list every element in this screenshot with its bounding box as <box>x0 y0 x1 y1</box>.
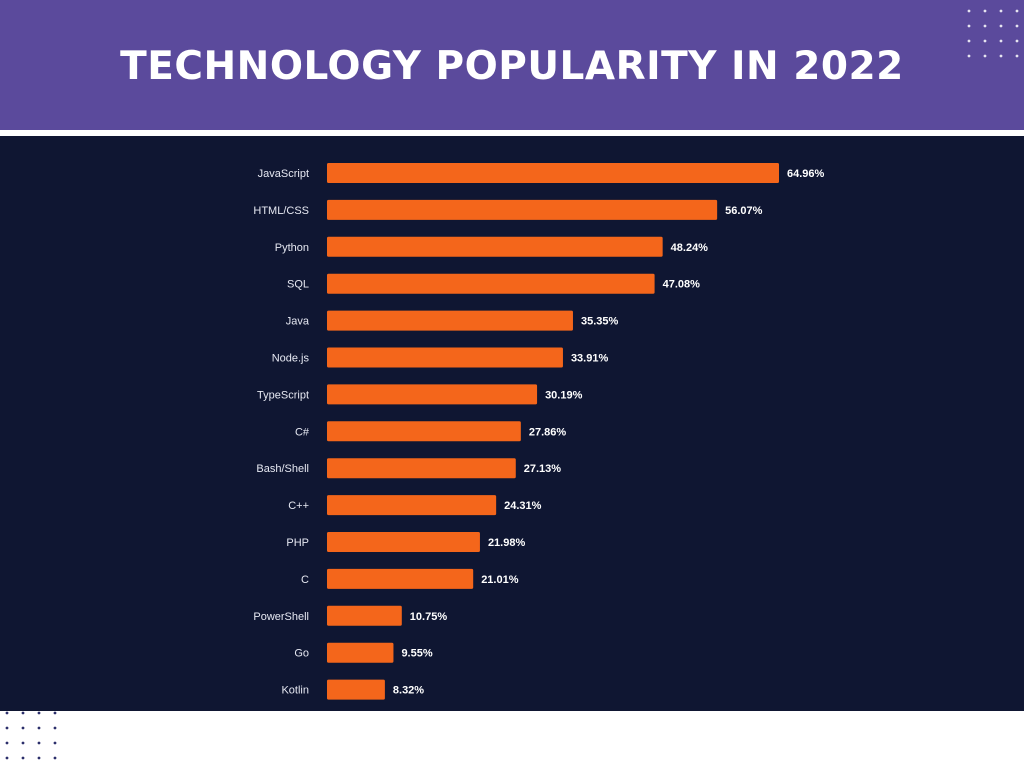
decorative-dot <box>53 741 57 745</box>
decorative-dot <box>5 741 9 745</box>
value-label: 64.96% <box>787 168 825 180</box>
bar <box>327 236 663 257</box>
value-label: 8.32% <box>393 685 424 697</box>
decorative-dot <box>983 39 987 43</box>
bar <box>327 605 402 626</box>
decorative-dot <box>1015 39 1019 43</box>
decorative-dot <box>999 54 1003 58</box>
decorative-dot <box>21 741 25 745</box>
category-label: Bash/Shell <box>256 463 309 475</box>
value-label: 33.91% <box>571 353 609 365</box>
decorative-dot <box>37 711 41 715</box>
category-label: Go <box>294 648 309 660</box>
decorative-dot <box>21 756 25 760</box>
category-label: JavaScript <box>258 168 309 180</box>
category-label: SQL <box>287 279 309 291</box>
decorative-dot <box>53 756 57 760</box>
decorative-dot <box>5 726 9 730</box>
category-label: Java <box>286 316 310 328</box>
value-label: 24.31% <box>504 500 542 512</box>
category-label: C++ <box>288 500 309 512</box>
bar <box>327 421 521 442</box>
value-label: 47.08% <box>663 279 701 291</box>
decorative-dot <box>37 741 41 745</box>
category-label: PHP <box>286 537 309 549</box>
decorative-dot <box>21 726 25 730</box>
dot-grid-decoration-bottom-left <box>4 710 64 766</box>
decorative-dot <box>5 756 9 760</box>
chart-panel: JavaScript 64.96% HTML/CSS 56.07% Python 48.2… <box>0 136 1024 711</box>
decorative-dot <box>53 711 57 715</box>
decorative-dot <box>967 24 971 28</box>
bar <box>327 532 480 552</box>
category-label: Python <box>275 242 309 254</box>
bar <box>327 273 655 294</box>
page-title: TECHNOLOGY POPULARITY IN 2022 <box>120 44 904 89</box>
decorative-dot <box>999 24 1003 28</box>
decorative-dot <box>37 756 41 760</box>
bar <box>327 679 385 700</box>
bar <box>327 347 563 368</box>
bar <box>327 384 538 405</box>
decorative-dot <box>983 54 987 58</box>
bar <box>327 642 394 663</box>
bar <box>327 495 497 516</box>
value-label: 9.55% <box>401 648 432 660</box>
decorative-dot <box>37 726 41 730</box>
value-label: 27.13% <box>524 463 562 475</box>
value-label: 35.35% <box>581 316 619 328</box>
value-label: 21.98% <box>488 537 526 549</box>
dot-grid-decoration-top-right <box>966 8 1022 64</box>
category-label: TypeScript <box>257 389 309 401</box>
bar-chart: JavaScript 64.96% HTML/CSS 56.07% Python 48.2… <box>253 163 825 700</box>
decorative-dot <box>967 9 971 13</box>
decorative-dot <box>983 24 987 28</box>
bar <box>327 199 718 220</box>
value-label: 48.24% <box>671 242 709 254</box>
bar <box>327 163 779 183</box>
bar <box>327 568 474 589</box>
bar <box>327 458 516 479</box>
category-label: C <box>301 574 309 586</box>
decorative-dot <box>999 9 1003 13</box>
decorative-dot <box>1015 24 1019 28</box>
value-label: 21.01% <box>481 574 519 586</box>
decorative-dot <box>53 726 57 730</box>
value-label: 56.07% <box>725 205 763 217</box>
decorative-dot <box>967 39 971 43</box>
category-label: HTML/CSS <box>253 205 309 217</box>
decorative-dot <box>967 54 971 58</box>
decorative-dot <box>1015 9 1019 13</box>
decorative-dot <box>21 711 25 715</box>
bar <box>327 310 573 331</box>
decorative-dot <box>5 711 9 715</box>
value-label: 10.75% <box>410 611 448 623</box>
category-label: Node.js <box>272 353 310 365</box>
decorative-dot <box>999 39 1003 43</box>
value-label: 30.19% <box>545 389 583 401</box>
decorative-dot <box>1015 54 1019 58</box>
category-label: Kotlin <box>281 685 309 697</box>
value-label: 27.86% <box>529 426 567 438</box>
category-label: PowerShell <box>253 611 309 623</box>
category-label: C# <box>295 426 310 438</box>
header-banner: TECHNOLOGY POPULARITY IN 2022 <box>0 0 1024 130</box>
decorative-dot <box>983 9 987 13</box>
